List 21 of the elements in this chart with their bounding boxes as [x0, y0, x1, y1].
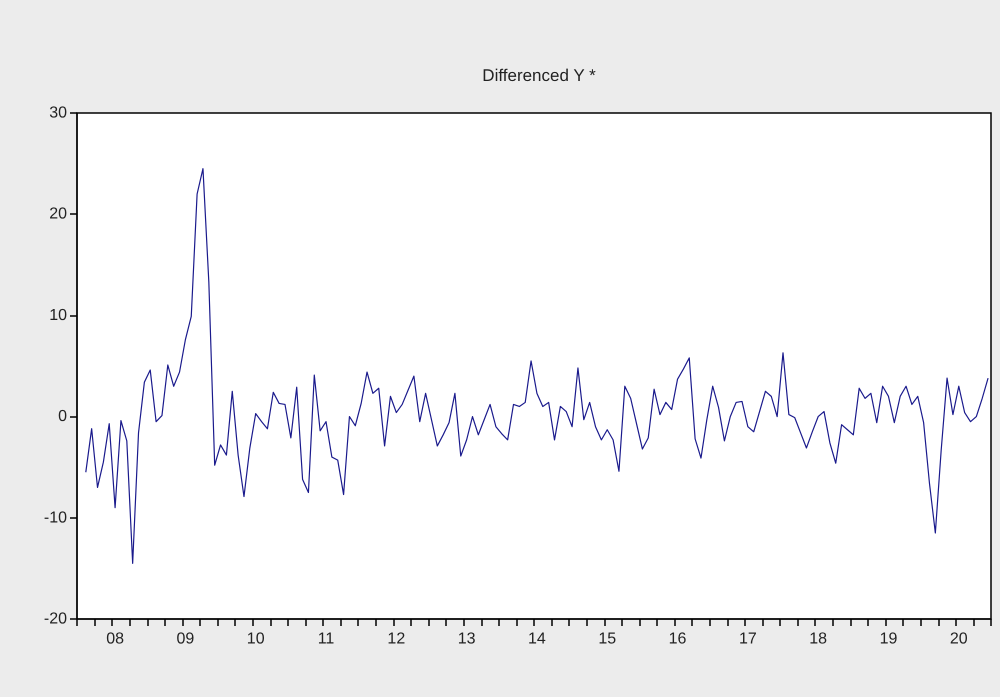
- x-tick-label: 17: [738, 630, 757, 648]
- y-tick-label: -10: [44, 509, 68, 526]
- x-tick-label: 15: [598, 630, 616, 648]
- x-tick-label: 19: [880, 630, 898, 648]
- x-tick-label: 20: [950, 630, 968, 648]
- x-tick-label: 16: [668, 630, 687, 648]
- y-tick-label: -20: [44, 610, 68, 628]
- x-tick-label: 14: [528, 630, 546, 648]
- x-tick-label: 18: [809, 630, 828, 648]
- y-tick-label: 30: [49, 104, 68, 122]
- y-tick-label: 0: [58, 408, 68, 426]
- x-tick-label: 11: [318, 630, 334, 648]
- x-tick-label: 09: [176, 630, 194, 648]
- x-tick-label: 08: [106, 630, 124, 648]
- line-series: [85, 168, 989, 564]
- x-tick-label: 10: [246, 630, 265, 648]
- x-tick-label: 13: [458, 630, 476, 648]
- chart-title: Differenced Y *: [482, 66, 596, 85]
- y-tick-label: 20: [49, 206, 68, 223]
- x-tick-label: 12: [387, 630, 406, 648]
- y-tick-label: 10: [49, 306, 68, 324]
